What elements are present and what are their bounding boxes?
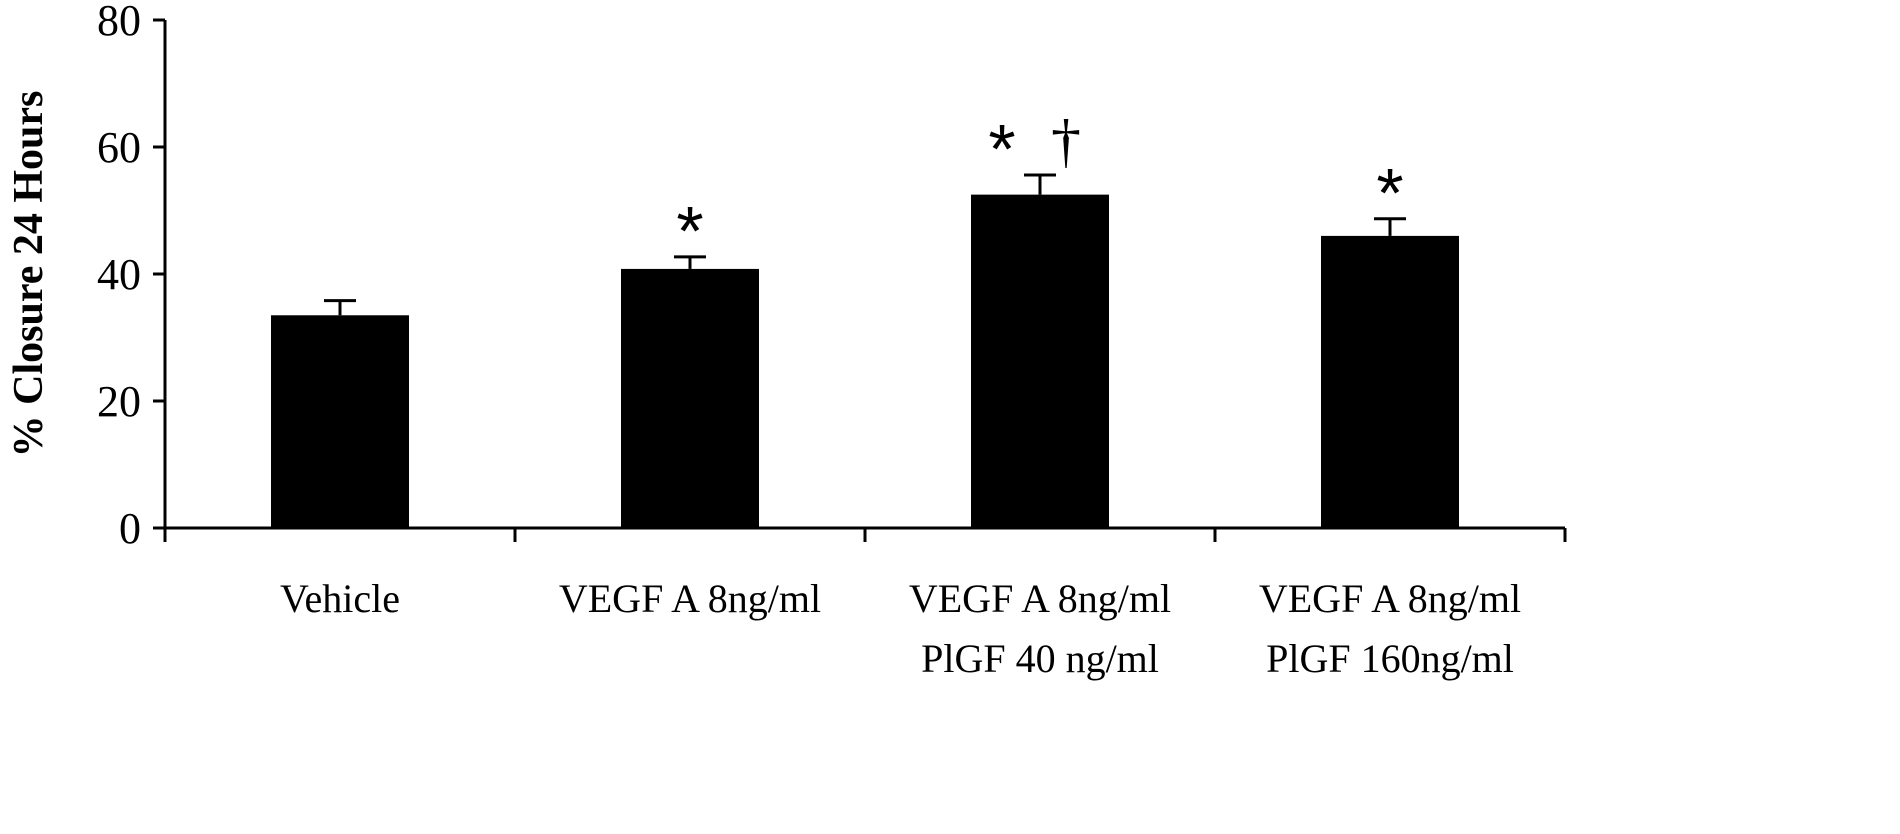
bar (621, 268, 759, 528)
bar (1321, 235, 1459, 528)
bar (971, 194, 1109, 528)
significance-asterisk: * (676, 192, 703, 270)
significance-dagger: † (1051, 108, 1081, 174)
category-label: PlGF 40 ng/ml (921, 636, 1159, 681)
category-label: VEGF A 8ng/ml (1259, 576, 1521, 621)
x-axis (163, 526, 1567, 542)
y-axis-title: % Closure 24 Hours (6, 91, 52, 458)
y-tick-label: 40 (97, 250, 141, 299)
category-label: PlGF 160ng/ml (1266, 636, 1514, 681)
significance-asterisk: * (988, 110, 1015, 188)
bars: * * † * (271, 108, 1459, 528)
y-tick-label: 20 (97, 377, 141, 426)
bar (271, 315, 409, 528)
category-label: VEGF A 8ng/ml (909, 576, 1171, 621)
y-tick-label: 80 (97, 0, 141, 45)
y-axis: 0 20 40 60 80 (97, 0, 167, 553)
category-label: VEGF A 8ng/ml (559, 576, 821, 621)
category-labels: Vehicle VEGF A 8ng/ml VEGF A 8ng/ml PlGF 40… (280, 576, 1521, 681)
significance-asterisk: * (1376, 154, 1403, 232)
y-tick-label: 60 (97, 123, 141, 172)
category-label: Vehicle (280, 576, 400, 621)
y-tick-label: 0 (119, 504, 141, 553)
